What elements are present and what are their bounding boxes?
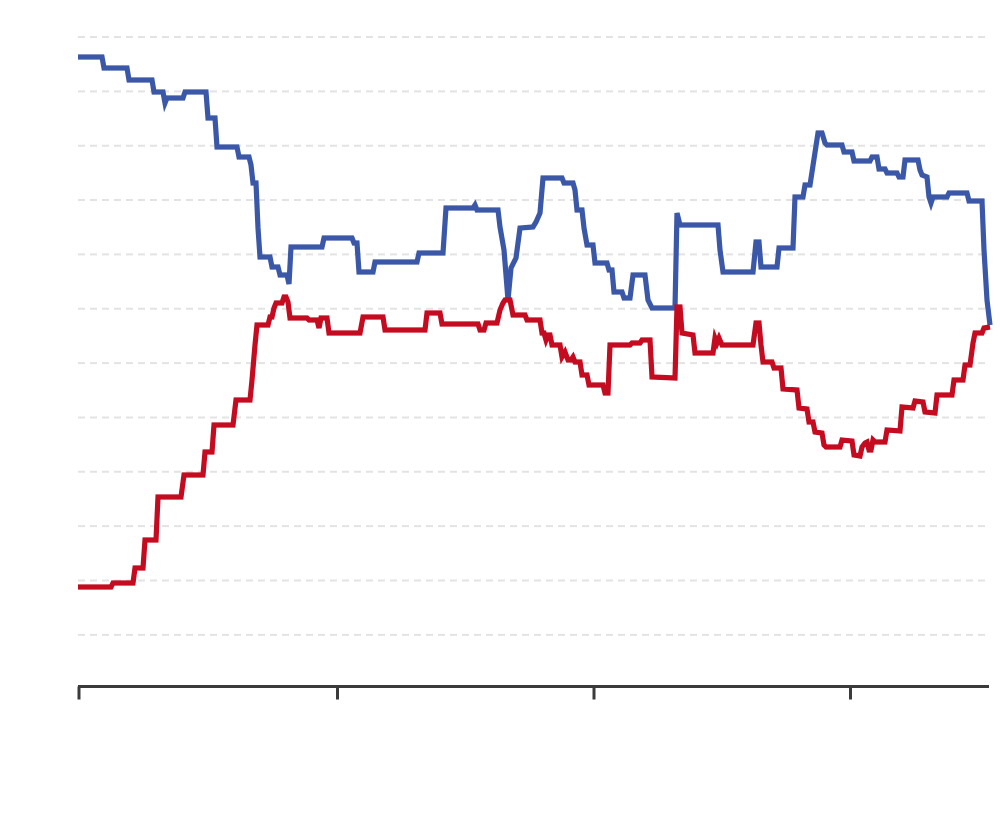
series-lines [78,54,993,590]
series-blue-line [78,54,993,326]
series-red-line [78,294,991,590]
x-axis [77,685,989,700]
